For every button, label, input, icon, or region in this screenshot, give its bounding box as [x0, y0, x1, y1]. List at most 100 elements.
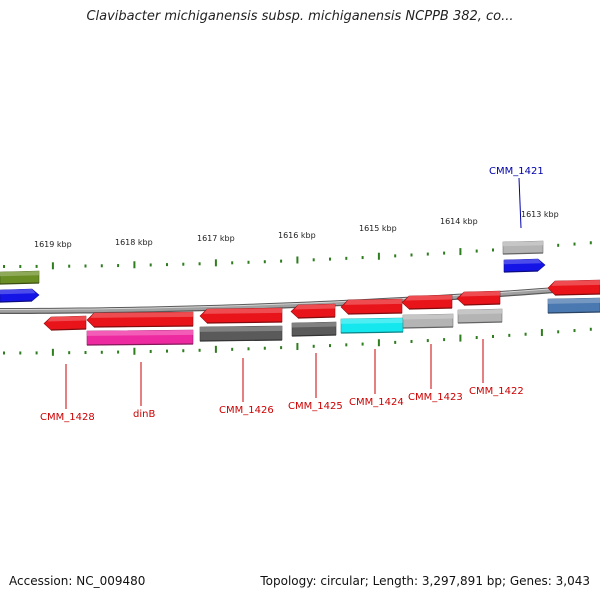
scale-tick: [198, 262, 201, 266]
scale-tick: [263, 260, 266, 264]
scale-tick: [410, 253, 413, 257]
scale-tick: [247, 347, 250, 351]
scale-tick: [589, 327, 592, 331]
gene-feature: [547, 297, 600, 314]
scale-tick: [508, 333, 511, 337]
gene-feature: [503, 258, 546, 273]
scale-tick: [133, 347, 136, 355]
topology-summary: Topology: circular; Length: 3,297,891 bp…: [260, 574, 590, 588]
gene-feature: [43, 315, 87, 331]
scale-tick: [231, 347, 234, 351]
gene-feature: [456, 290, 501, 306]
scale-tick: [35, 264, 38, 268]
scale-label: 1615 kbp: [359, 224, 397, 233]
scale-tick: [345, 256, 348, 260]
gene-label: CMM_1424: [349, 397, 404, 408]
scale-tick: [361, 256, 364, 260]
scale-tick: [394, 254, 397, 258]
scale-tick: [492, 334, 494, 338]
scale-tick: [377, 252, 380, 260]
scale-tick: [475, 249, 478, 253]
scale-tick: [182, 262, 185, 266]
accession-label: Accession: NC_009480: [9, 574, 146, 588]
scale-label: 1616 kbp: [278, 231, 316, 240]
scale-tick: [345, 343, 348, 347]
scale-tick: [3, 351, 5, 355]
gene-feature: [340, 317, 404, 334]
scale-tick: [19, 351, 22, 355]
scale-tick: [51, 348, 54, 356]
gene-feature: [402, 313, 454, 329]
scale-tick: [557, 243, 560, 247]
scale-label: 1617 kbp: [197, 234, 235, 243]
gene-feature: [290, 303, 336, 319]
scale-tick: [51, 262, 54, 270]
scale-tick: [117, 350, 120, 354]
scale-tick: [312, 258, 315, 262]
gene-feature: [502, 240, 544, 255]
scale-tick: [573, 242, 576, 246]
scale-tick: [589, 241, 592, 245]
scale-tick: [100, 264, 103, 268]
gene-label: CMM_1425: [288, 401, 343, 412]
scale-tick: [312, 344, 315, 348]
gene-label: CMM_1423: [408, 392, 463, 403]
scale-label: 1618 kbp: [115, 238, 153, 247]
gene-feature: [199, 325, 283, 342]
scale-tick: [149, 349, 152, 353]
scale-tick: [84, 264, 87, 268]
scale-tick: [214, 345, 217, 353]
scale-tick: [329, 344, 331, 348]
gene-label: CMM_1428: [40, 412, 95, 423]
scale-tick: [459, 334, 462, 342]
scale-label: 1614 kbp: [440, 217, 478, 226]
scale-tick: [198, 348, 201, 352]
gene-feature: [457, 308, 503, 324]
scale-tick: [247, 260, 250, 264]
scale-tick: [557, 330, 560, 334]
scale-tick: [394, 340, 397, 344]
gene-label: CMM_1426: [219, 405, 274, 416]
scale-tick: [3, 264, 5, 268]
gene-label: CMM_1422: [469, 386, 524, 397]
scale-tick: [182, 349, 185, 353]
scale-tick: [443, 338, 446, 342]
scale-tick: [280, 259, 283, 263]
gene-feature: [547, 279, 600, 296]
scale-tick: [100, 350, 103, 354]
scale-tick: [296, 256, 299, 264]
scale-tick: [166, 349, 168, 353]
scale-tick: [19, 264, 22, 268]
scale-tick: [263, 346, 266, 350]
scale-tick: [68, 264, 71, 268]
scale-tick: [296, 342, 299, 350]
scale-tick: [231, 261, 234, 265]
scale-tick: [540, 329, 543, 337]
gene-feature: [86, 311, 194, 328]
scale-tick: [426, 339, 429, 343]
gene-feature: [86, 329, 194, 346]
scale-tick: [84, 351, 87, 355]
gene-feature: [0, 270, 40, 285]
scale-tick: [329, 257, 331, 261]
scale-tick: [280, 346, 283, 350]
scale-tick: [475, 336, 478, 340]
gene-feature: [291, 321, 337, 337]
scale-tick: [214, 259, 217, 267]
scale-tick: [377, 339, 380, 347]
scale-tick: [410, 339, 413, 343]
scale-tick: [459, 248, 462, 256]
scale-tick: [133, 261, 136, 269]
scale-tick: [524, 332, 527, 336]
gene-label: dinB: [133, 409, 155, 420]
scale-tick: [443, 251, 446, 255]
scale-tick: [573, 329, 576, 333]
scale-tick: [68, 351, 71, 355]
scale-label: 1619 kbp: [34, 240, 72, 249]
scale-tick: [166, 263, 168, 267]
gene-feature: [401, 294, 453, 310]
scale-tick: [149, 263, 152, 267]
gene-feature: [0, 288, 40, 303]
